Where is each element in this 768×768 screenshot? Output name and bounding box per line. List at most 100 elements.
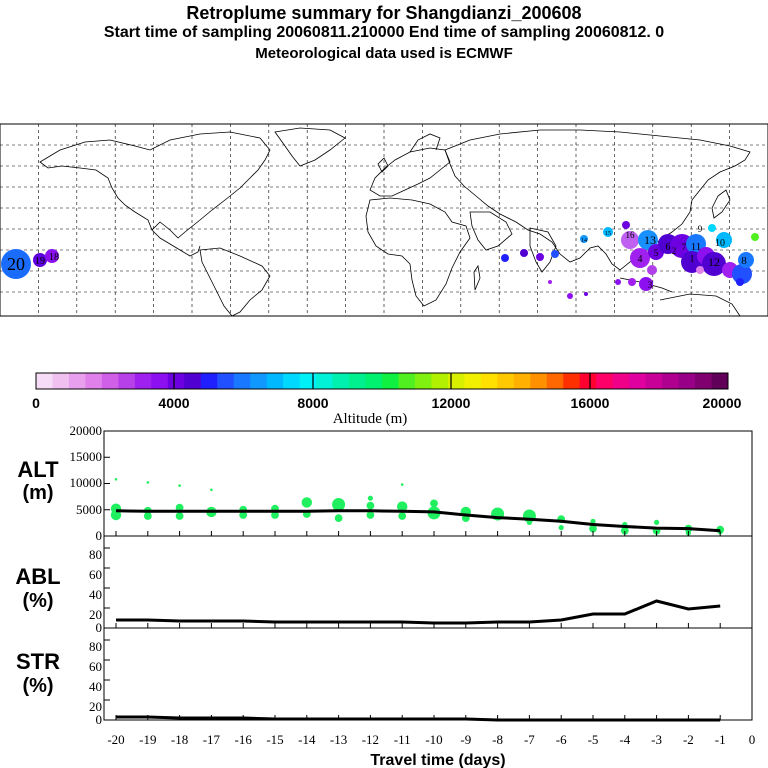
x-tick-label: -2	[683, 732, 694, 747]
alt-point	[271, 511, 279, 519]
colorbar-label: Altitude (m)	[333, 411, 408, 427]
colorbar-cell	[596, 373, 614, 389]
plume-centroid	[615, 279, 621, 285]
colorbar-tick-20000: 20000	[703, 395, 742, 411]
plume-centroid	[751, 233, 759, 241]
alt-ytick-10000: 10000	[70, 475, 103, 490]
alt-label: ALT	[17, 457, 59, 482]
colorbar-cell	[546, 373, 564, 389]
colorbar-cell	[52, 373, 70, 389]
plume-day-label: 13	[644, 233, 656, 247]
alt-point	[175, 512, 184, 520]
altitude-colorbar: 0 4000 8000 12000 16000 20000 Altitude (…	[32, 372, 742, 427]
x-axis-label: Travel time (days)	[370, 752, 505, 768]
x-tick-label: -14	[298, 732, 316, 747]
colorbar-cell	[497, 373, 515, 389]
plume-centroid	[551, 250, 559, 258]
alt-point	[114, 478, 118, 481]
x-tick-label: -18	[171, 732, 188, 747]
plume-centroid	[501, 254, 509, 262]
plume-day-label: 19	[35, 256, 45, 267]
colorbar-cell	[316, 373, 334, 389]
str-ytick-80: 80	[89, 639, 102, 654]
colorbar-cell	[101, 373, 119, 389]
x-tick-label: -4	[619, 732, 630, 747]
plume-centroid	[736, 278, 744, 286]
abl-line	[116, 599, 721, 625]
x-tick-label: -15	[266, 732, 283, 747]
x-tick-label: -12	[362, 732, 379, 747]
world-map: 20 19 18 16 15 14 13 11 10 9 8 7 65 4 3 2 1 12	[0, 123, 768, 317]
colorbar-cell	[711, 373, 729, 389]
plume-day-label: 2	[672, 246, 677, 256]
alt-point	[398, 512, 407, 520]
colorbar-cell	[167, 373, 185, 389]
colorbar-cell	[480, 373, 498, 389]
alt-point	[526, 519, 533, 526]
colorbar-cell	[283, 373, 301, 389]
colorbar-cell	[299, 373, 317, 389]
alt-point	[430, 499, 438, 508]
alt-point	[366, 501, 375, 510]
plume-day-label: 12	[708, 255, 720, 269]
x-tick-label: -5	[588, 732, 599, 747]
plume-day-label: 11	[691, 241, 702, 253]
colorbar-cell	[349, 373, 367, 389]
x-axis-ticks: -20 -19 -18 -17 -16 -15 -14 -13 -12 -11 -10 -9 -8 -7-…	[107, 531, 755, 747]
x-tick-label: -17	[203, 732, 221, 747]
colorbar-cell	[365, 373, 383, 389]
plume-centroid	[647, 265, 657, 275]
plume-day-label: 5	[654, 248, 659, 258]
colorbar-cell	[118, 373, 136, 389]
met-data-note: Meteorological data used is ECMWF	[255, 45, 513, 62]
plume-centroid	[702, 252, 726, 276]
abl-unit-label: (%)	[22, 590, 53, 612]
colorbar-cell	[151, 373, 169, 389]
plume-day-label: 20	[7, 254, 25, 274]
alt-point	[334, 514, 343, 522]
alt-point	[366, 511, 375, 519]
plume-centroid	[628, 278, 636, 286]
plume-centroids	[1, 221, 759, 299]
plume-centroid	[45, 249, 59, 263]
colorbar-tick-0: 0	[32, 395, 40, 411]
alt-panel: ALT (m) 20000 15000 10000 5000 0	[17, 423, 753, 543]
colorbar-cell	[184, 373, 202, 389]
colorbar-cell	[431, 373, 449, 389]
plume-day-label: 15	[605, 231, 611, 237]
plume-centroid	[567, 293, 573, 299]
colorbar-cell	[266, 373, 284, 389]
abl-panel: ABL (%) 80 60 40 20 0	[15, 535, 753, 635]
str-panel: STR (%) 80 60 40 20 0	[16, 627, 753, 727]
colorbar-cell	[200, 373, 218, 389]
colorbar-cell	[233, 373, 251, 389]
alt-point	[654, 519, 660, 526]
alt-point	[620, 526, 629, 535]
colorbar-cell	[398, 373, 416, 389]
alt-unit-label: (m)	[22, 482, 53, 504]
plume-centroid	[630, 248, 650, 268]
plume-centroid	[520, 249, 528, 257]
str-ytick-0: 0	[96, 712, 103, 727]
str-ytick-60: 60	[89, 659, 102, 674]
plume-centroid	[603, 227, 613, 237]
alt-point	[558, 525, 564, 531]
alt-mean-line	[115, 509, 721, 533]
colorbar-cell	[645, 373, 663, 389]
plume-day-label: 1	[690, 254, 695, 265]
plume-centroid	[621, 231, 639, 249]
colorbar-cell	[612, 373, 630, 389]
x-tick-label: 0	[749, 732, 756, 747]
chart-title: Retroplume summary for Shangdianzi_20060…	[186, 3, 582, 23]
plume-day-label: 10	[715, 238, 725, 249]
alt-point	[590, 518, 596, 524]
str-ytick-40: 40	[89, 679, 102, 694]
abl-ytick-20: 20	[89, 607, 102, 622]
colorbar-tick-4000: 4000	[158, 395, 189, 411]
x-tick-label: -11	[394, 732, 411, 747]
alt-point	[210, 488, 213, 492]
plume-centroid	[1, 249, 31, 279]
x-tick-label: -1	[715, 732, 726, 747]
str-unit-label: (%)	[22, 675, 53, 697]
